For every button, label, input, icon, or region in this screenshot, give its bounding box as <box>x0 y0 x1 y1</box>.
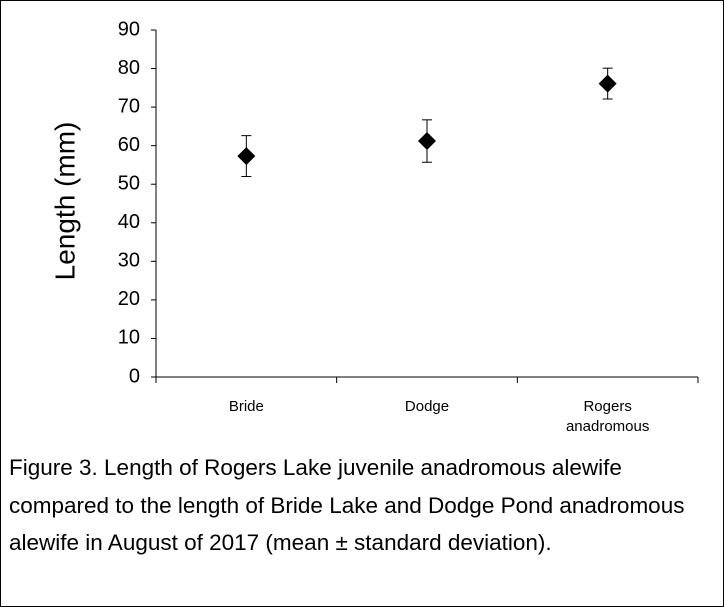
y-tick-label: 70 <box>118 95 140 117</box>
y-tick-label: 80 <box>118 57 140 79</box>
x-tick-label: Rogers anadromous <box>565 398 650 435</box>
y-tick-label: 90 <box>118 18 140 40</box>
y-tick-label: 50 <box>118 173 140 195</box>
y-axis-label: Length (mm) <box>49 122 80 281</box>
marker <box>598 74 617 93</box>
chart: Length (mm) 0 10 20 30 40 50 60 70 80 90 <box>49 18 699 387</box>
y-tick-label: 10 <box>118 327 140 349</box>
y-tick-label: 20 <box>118 288 140 310</box>
y-tick-label: 40 <box>118 211 140 233</box>
x-tick-label: Dodge <box>404 398 450 415</box>
x-tick-label: Bride <box>228 398 264 415</box>
y-tick-label: 30 <box>118 250 140 272</box>
y-tick-label: 0 <box>129 365 140 387</box>
y-tick-label: 60 <box>118 134 140 156</box>
marker <box>418 132 436 151</box>
caption: Figure 3. Length of Rogers Lake juvenile… <box>9 455 685 555</box>
marker <box>237 147 256 166</box>
